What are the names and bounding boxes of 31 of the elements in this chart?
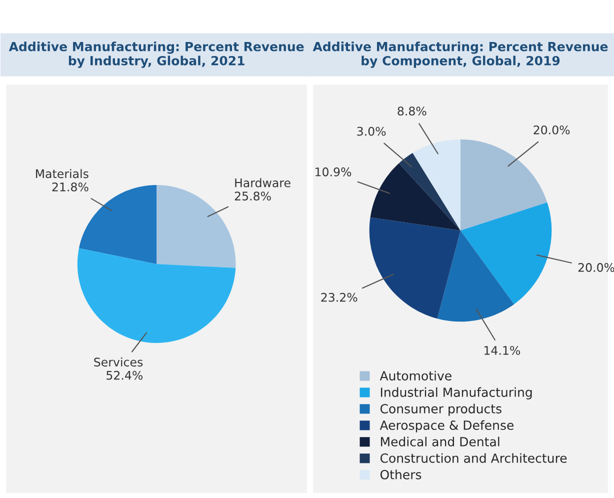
data-label: 8.8% [398, 106, 426, 116]
pie-slice [460, 139, 548, 231]
chart-title: Additive Manufacturing: Percent Revenue by Component, Global, 2019 [312, 42, 608, 68]
pie-slice [460, 202, 552, 304]
pie-slice [412, 139, 460, 231]
pie-slice [156, 184, 236, 268]
data-label: 3.0% [357, 126, 386, 136]
data-label: 14.1% [484, 346, 520, 355]
pie-slice [437, 230, 514, 322]
legend-label: Industrial Manufacturing [380, 387, 532, 400]
data-label: 21.8% [52, 182, 88, 192]
legend-label: Consumer products [380, 404, 502, 416]
chart-title: Additive Manufacturing: Percent Revenue by Industry, Global, 2021 [8, 42, 304, 68]
legend-label: Aerospace & Defense [380, 420, 514, 432]
data-label: 23.2% [321, 292, 358, 302]
legend-label: Construction and Architecture [380, 453, 567, 463]
slice-label: Materials [36, 169, 88, 178]
data-label: 52.4% [106, 370, 143, 380]
data-label: 25.8% [234, 192, 271, 201]
pie-slice [77, 248, 236, 343]
slice-label: Services [94, 357, 143, 367]
legend-label: Others [380, 470, 422, 480]
pie-slice [369, 217, 460, 319]
data-label: 10.9% [316, 167, 352, 176]
data-label: 20.0% [578, 263, 614, 272]
data-label: 20.0% [534, 125, 570, 134]
pie-slice [370, 163, 460, 231]
pie-slice [398, 152, 460, 231]
legend-label: Automotive [380, 370, 452, 381]
slice-label: Hardware [235, 178, 290, 188]
legend-label: Medical and Dental [380, 436, 500, 446]
